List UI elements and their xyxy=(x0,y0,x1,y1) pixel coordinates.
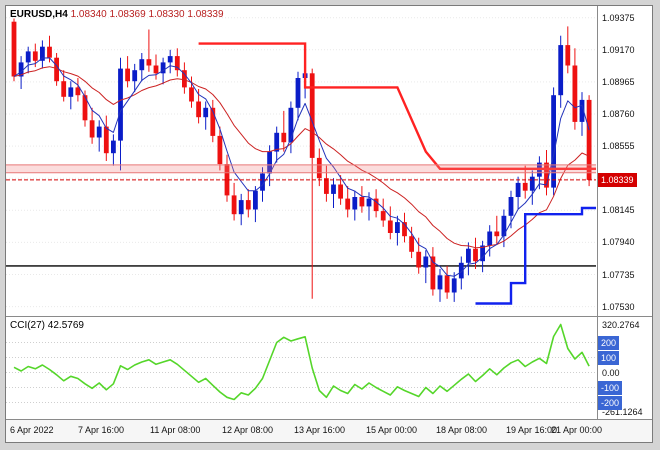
cci-axis[interactable]: 320.2764 0.00 -261.1264 200 100 -100 -200 xyxy=(598,317,652,419)
price-axis-label: 1.08760 xyxy=(602,109,635,119)
axis-divider xyxy=(597,6,598,419)
cci-panel[interactable]: CCI(27) 42.5769 xyxy=(6,317,596,419)
high-value: 1.08369 xyxy=(109,9,146,20)
price-axis[interactable]: 1.09375 1.09170 1.08965 1.08760 1.08555 1.083… xyxy=(598,6,652,316)
date-label: 18 Apr 08:00 xyxy=(436,425,488,435)
time-axis[interactable]: 6 Apr 2022 7 Apr 16:00 11 Apr 08:00 12 Apr … xyxy=(6,420,652,442)
close-value: 1.08339 xyxy=(187,9,224,20)
cci-level-badge: -200 xyxy=(598,395,623,410)
date-label: 15 Apr 00:00 xyxy=(366,425,418,435)
panel-separator[interactable] xyxy=(6,316,652,317)
price-axis-label: 1.09375 xyxy=(602,12,635,23)
price-axis-label: 1.08555 xyxy=(602,141,635,152)
cci-level-badge: 100 xyxy=(598,350,620,365)
date-label: 12 Apr 08:00 xyxy=(222,425,274,435)
date-label: 13 Apr 16:00 xyxy=(294,425,346,435)
cci-level-badge: 200 xyxy=(598,335,620,350)
open-value: 1.08340 xyxy=(70,9,107,20)
low-value: 1.08330 xyxy=(148,9,185,20)
price-axis-label: 1.07735 xyxy=(602,269,635,280)
cci-axis-label: -261.1264 xyxy=(602,406,643,417)
price-axis-label: 1.07530 xyxy=(602,301,635,312)
date-label: 21 Apr 00:00 xyxy=(551,425,603,435)
candlestick-canvas[interactable] xyxy=(6,6,596,316)
chart-title: EURUSD,H4 1.08340 1.08369 1.08330 1.0833… xyxy=(10,9,224,20)
current-price-badge: 1.08339 xyxy=(598,172,637,187)
main-chart[interactable]: EURUSD,H4 1.08340 1.08369 1.08330 1.0833… xyxy=(6,6,596,316)
chart-window: EURUSD,H4 1.08340 1.08369 1.08330 1.0833… xyxy=(5,5,653,443)
price-axis-label: 1.08145 xyxy=(602,205,635,216)
cci-level-badge: -100 xyxy=(598,380,623,395)
cci-canvas[interactable] xyxy=(6,317,596,419)
time-axis-separator xyxy=(6,419,652,420)
price-axis-label: 1.08965 xyxy=(602,76,635,87)
date-label: 7 Apr 16:00 xyxy=(78,425,125,435)
date-label: 19 Apr 16:00 xyxy=(506,425,558,435)
symbol-label: EURUSD,H4 xyxy=(10,9,68,20)
cci-axis-label: 320.2764 xyxy=(602,319,640,330)
price-axis-label: 1.07940 xyxy=(602,237,635,248)
cci-label: CCI(27) xyxy=(10,320,46,331)
cci-title: CCI(27) 42.5769 xyxy=(10,320,84,331)
date-label: 6 Apr 2022 xyxy=(10,425,54,435)
cci-axis-label: 0.00 xyxy=(602,367,620,378)
price-axis-label: 1.09170 xyxy=(602,44,635,55)
date-label: 11 Apr 08:00 xyxy=(150,425,201,435)
cci-value: 42.5769 xyxy=(47,320,84,331)
